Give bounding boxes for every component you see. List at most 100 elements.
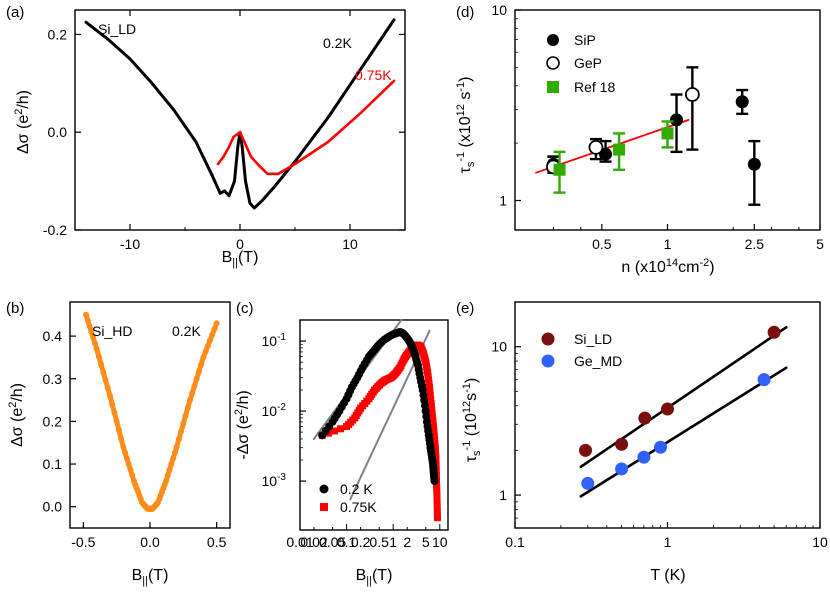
data-point-0.75K xyxy=(433,481,441,489)
legend-marker-Ref18 xyxy=(547,81,559,93)
data-point-0.75K xyxy=(427,395,435,403)
data-point xyxy=(102,377,109,384)
data-point xyxy=(213,320,220,327)
data-point-0.75K xyxy=(433,503,441,511)
y-tick-label: 10-3 xyxy=(262,472,287,489)
panel-b-ylabel: Δσ (e2/h) xyxy=(7,383,26,447)
x-tick-label: 10 xyxy=(432,534,448,550)
series-line-0.2K xyxy=(84,18,396,210)
data-point xyxy=(182,412,189,419)
panel-c-xlabel: B||(T) xyxy=(356,567,393,587)
panel-d-legend: SiP GeP Ref 18 xyxy=(546,32,615,95)
panel-e-ylabel: τs-1 (1012s-1) xyxy=(461,378,483,463)
data-point xyxy=(166,466,173,473)
x-tick-label: 0.02 xyxy=(300,534,327,550)
data-point-0.75K xyxy=(430,432,438,440)
panel-e-xlabel: T (K) xyxy=(650,567,685,584)
panel-a-series-1-label: 0.75K xyxy=(355,67,392,83)
data-point-0.75K xyxy=(424,369,432,377)
data-point xyxy=(204,343,211,350)
data-point-0.2K xyxy=(430,477,439,486)
data-point xyxy=(125,461,132,468)
data-point-SiP xyxy=(747,157,761,171)
legend-label-0.2K: 0.2 K xyxy=(340,481,373,497)
data-point-Si_LD xyxy=(615,437,629,451)
data-point xyxy=(209,331,216,338)
panel-b-temp-label: 0.2K xyxy=(172,323,201,339)
data-point xyxy=(90,334,97,341)
data-point-0.75K xyxy=(433,485,441,493)
data-point xyxy=(98,361,105,368)
legend-marker-Ge_MD xyxy=(541,354,555,368)
legend-marker-0.2K xyxy=(319,484,329,494)
y-tick-label: 10 xyxy=(491,2,507,18)
panel-c-ylabel: -Δσ (e2/h) xyxy=(233,390,252,459)
data-point xyxy=(187,397,193,404)
data-point xyxy=(104,384,111,391)
data-point-0.75K xyxy=(425,383,433,391)
panel-e: (e) 0.1 1 10 1 10 Si_LD Ge_MD T (K) τs-1 (10… xyxy=(456,300,828,584)
panel-c-series xyxy=(313,319,441,522)
x-tick-label: 0.05 xyxy=(319,534,346,550)
panel-a-axes-frame xyxy=(74,9,406,231)
data-point xyxy=(91,340,98,347)
x-tick-label: 0.5 xyxy=(369,534,389,550)
x-tick-label: 10 xyxy=(342,236,358,252)
data-point xyxy=(170,455,177,462)
panel-d-label: (d) xyxy=(456,4,474,21)
data-point-Si_LD xyxy=(638,411,652,425)
y-tick-label: 0.0 xyxy=(48,124,68,140)
x-tick-label: 0.1 xyxy=(337,534,357,550)
data-point xyxy=(127,466,134,473)
data-point-Ge_MD xyxy=(654,440,668,454)
legend-label-GeP: GeP xyxy=(574,55,602,71)
data-point xyxy=(88,328,95,335)
panel-d-ticks: 0.5 1 2.5 5 1 10 xyxy=(491,2,824,252)
data-point xyxy=(113,418,120,425)
data-point xyxy=(200,354,207,361)
data-point xyxy=(107,392,113,399)
data-point-Si_LD xyxy=(767,325,781,339)
panel-a-series-0-label: 0.2K xyxy=(323,35,352,51)
panel-c-axes-frame xyxy=(299,319,449,531)
panel-a-xlabel: B||(T) xyxy=(222,249,259,269)
data-point-Ge_MD xyxy=(637,450,651,464)
data-point-SiP xyxy=(735,95,749,109)
data-point xyxy=(198,361,205,368)
data-point-0.75K xyxy=(428,406,436,414)
panel-d: (d) 0.5 1 2.5 5 1 10 SiP GeP Ref 18 n (x1014c… xyxy=(455,2,824,276)
y-tick-label: -0.2 xyxy=(43,222,67,238)
x-tick-label: 2 xyxy=(403,534,411,550)
x-tick-label: 0.5 xyxy=(592,236,612,252)
series-line-0.75K xyxy=(216,79,396,176)
panel-b-ticks: -0.5 0.0 0.5 0.0 0.1 0.2 0.3 0.4 xyxy=(43,328,227,550)
x-tick-label: 0 xyxy=(236,236,244,252)
x-tick-label: 0.5 xyxy=(207,534,227,550)
panel-a-ylabel: Δσ (e2/h) xyxy=(13,90,32,154)
panel-a: (a) -10 0 10 -0.2 0.0 0.2 Si_LD 0.2K 0.75K B|… xyxy=(6,4,406,269)
panel-c-label: (c) xyxy=(236,300,254,317)
data-point xyxy=(93,345,100,352)
x-tick-label: 1 xyxy=(664,236,672,252)
data-point xyxy=(211,326,218,333)
legend-label-0.75K: 0.75K xyxy=(340,499,377,515)
x-tick-label: 10 xyxy=(812,534,828,550)
data-point xyxy=(100,369,107,376)
data-point xyxy=(202,348,209,355)
data-point xyxy=(86,323,93,330)
data-point-0.75K xyxy=(430,428,438,436)
panel-e-series xyxy=(579,325,788,498)
data-point-0.75K xyxy=(431,436,439,444)
data-point xyxy=(207,337,213,344)
data-point-GeP xyxy=(684,87,700,102)
panel-e-legend: Si_LD Ge_MD xyxy=(541,331,622,369)
data-point xyxy=(180,420,187,427)
data-point-Ref18 xyxy=(661,127,674,140)
panel-d-series xyxy=(535,66,761,206)
data-point-0.75K xyxy=(424,373,432,381)
data-point-0.75K xyxy=(426,391,434,399)
y-tick-label: 1 xyxy=(499,192,507,208)
panel-b: (b) -0.5 0.0 0.5 0.0 0.1 0.2 0.3 0.4 Si_HD 0.2K… xyxy=(6,300,231,587)
data-point xyxy=(178,428,185,435)
panel-d-ylabel: τs-1 (x1012 s-1) xyxy=(455,77,477,174)
